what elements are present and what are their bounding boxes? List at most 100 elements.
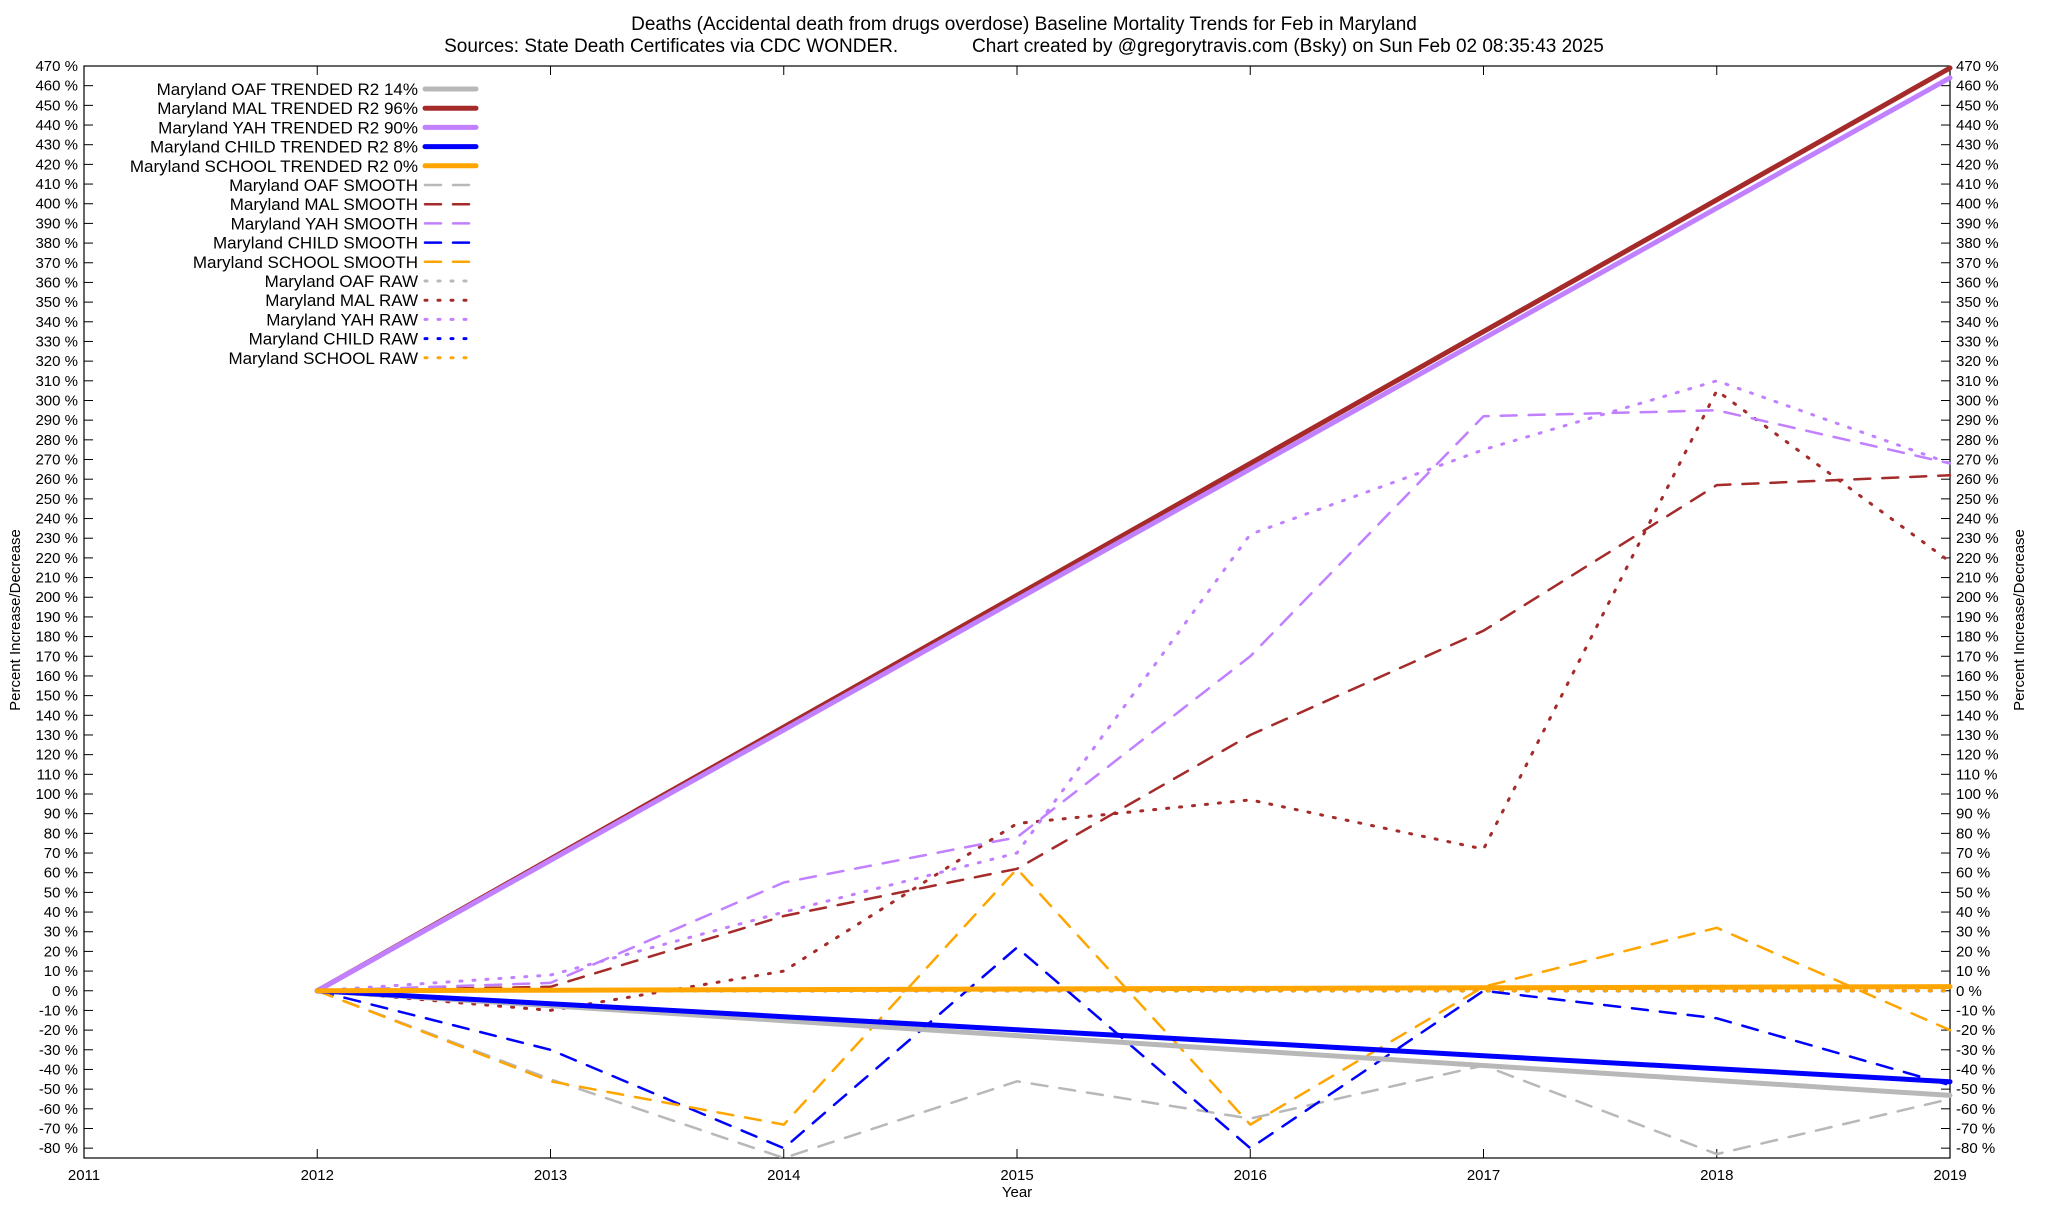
- y2-tick-label: 270 %: [1956, 452, 1999, 469]
- y-tick-label: 250 %: [35, 491, 78, 508]
- y-tick-label: 390 %: [35, 215, 78, 232]
- y2-tick-label: 210 %: [1956, 570, 1999, 587]
- y-tick-label: 150 %: [35, 688, 78, 705]
- y2-tick-label: -80 %: [1956, 1140, 1995, 1157]
- y-tick-label: 160 %: [35, 668, 78, 685]
- x-tick-label: 2012: [301, 1167, 334, 1184]
- y-tick-label: 20 %: [44, 943, 78, 960]
- y2-tick-label: 80 %: [1956, 825, 1990, 842]
- legend-label-6: Maryland MAL SMOOTH: [230, 195, 418, 214]
- x-tick-label: 2018: [1700, 1167, 1733, 1184]
- x-tick-label: 2016: [1234, 1167, 1267, 1184]
- y-tick-label: 220 %: [35, 550, 78, 567]
- y2-tick-label: 120 %: [1956, 747, 1999, 764]
- y2-tick-label: 150 %: [1956, 688, 1999, 705]
- y2-tick-label: 370 %: [1956, 255, 1999, 272]
- y-tick-label: 270 %: [35, 452, 78, 469]
- x-tick-label: 2017: [1467, 1167, 1500, 1184]
- y2-tick-label: 0 %: [1956, 983, 1982, 1000]
- y-tick-label: 50 %: [44, 884, 78, 901]
- x-tick-label: 2011: [68, 1167, 100, 1184]
- y-tick-label: 240 %: [35, 511, 78, 528]
- series-line-3: Maryland CHILD TRENDED R2 8%: [314, 988, 1953, 1085]
- y2-tick-label: -40 %: [1956, 1061, 1995, 1078]
- y2-axis-label: Percent Increase/Decrease: [2011, 529, 2028, 711]
- y2-tick-label: -50 %: [1956, 1081, 1995, 1098]
- x-tick-label: 2013: [534, 1167, 567, 1184]
- y2-tick-label: 240 %: [1956, 511, 1999, 528]
- y2-tick-label: 50 %: [1956, 884, 1990, 901]
- y-tick-label: 60 %: [44, 865, 78, 882]
- y2-tick-label: 10 %: [1956, 963, 1990, 980]
- series-line-9: Maryland SCHOOL SMOOTH: [316, 867, 1952, 1126]
- y2-tick-label: 350 %: [1956, 294, 1999, 311]
- y2-tick-label: 440 %: [1956, 117, 1999, 134]
- y2-tick-label: 160 %: [1956, 668, 1999, 685]
- series-line-11: Maryland MAL RAW: [315, 389, 1952, 1012]
- x-tick-label: 2014: [767, 1167, 800, 1184]
- y-tick-label: 310 %: [35, 373, 78, 390]
- y-tick-label: -70 %: [39, 1120, 78, 1137]
- series-line-6: Maryland MAL SMOOTH: [316, 474, 1952, 993]
- legend-label-8: Maryland CHILD SMOOTH: [213, 234, 418, 253]
- series-line-4: Maryland SCHOOL TRENDED R2 0%: [314, 984, 1953, 994]
- y-tick-label: 450 %: [35, 97, 78, 114]
- y2-tick-label: 380 %: [1956, 235, 1999, 252]
- legend-label-4: Maryland SCHOOL TRENDED R2 0%: [130, 157, 418, 176]
- y-tick-label: 210 %: [35, 570, 78, 587]
- y-tick-label: -10 %: [39, 1002, 78, 1019]
- y-tick-label: 200 %: [35, 589, 78, 606]
- y2-tick-label: 70 %: [1956, 845, 1990, 862]
- series-line-5: Maryland OAF SMOOTH: [316, 989, 1952, 1160]
- y2-tick-label: 280 %: [1956, 432, 1999, 449]
- y-tick-label: 80 %: [44, 825, 78, 842]
- y2-tick-label: 260 %: [1956, 471, 1999, 488]
- legend-label-2: Maryland YAH TRENDED R2 90%: [158, 118, 418, 137]
- y-tick-label: 0 %: [52, 983, 78, 1000]
- legend-label-7: Maryland YAH SMOOTH: [231, 214, 418, 233]
- y2-tick-label: 310 %: [1956, 373, 1999, 390]
- axis-ticks: 2011 2012 2013 2014 2015 2016 2017 2018 2019 -80 …: [35, 58, 1998, 1184]
- y2-tick-label: 390 %: [1956, 215, 1999, 232]
- y-tick-label: 370 %: [35, 255, 78, 272]
- y2-tick-label: -70 %: [1956, 1120, 1995, 1137]
- y2-tick-label: 130 %: [1956, 727, 1999, 744]
- y-tick-label: 120 %: [35, 747, 78, 764]
- y2-tick-label: 180 %: [1956, 629, 1999, 646]
- y2-tick-label: 400 %: [1956, 196, 1999, 213]
- legend-label-12: Maryland YAH RAW: [266, 310, 418, 329]
- y-tick-label: 140 %: [35, 707, 78, 724]
- legend: Maryland OAF TRENDED R2 14%Maryland MAL …: [130, 80, 479, 368]
- y2-tick-label: -60 %: [1956, 1101, 1995, 1118]
- y-tick-label: 290 %: [35, 412, 78, 429]
- y-tick-label: 30 %: [44, 924, 78, 941]
- series-line-2: Maryland YAH TRENDED R2 90%: [314, 75, 1953, 994]
- y2-tick-label: 460 %: [1956, 78, 1999, 95]
- y2-tick-label: 340 %: [1956, 314, 1999, 331]
- series-line-8: Maryland CHILD SMOOTH: [316, 946, 1952, 1150]
- y2-tick-label: 450 %: [1956, 97, 1999, 114]
- chart-subtitle: Sources: State Death Certificates via CD…: [444, 36, 1604, 57]
- y2-tick-label: 60 %: [1956, 865, 1990, 882]
- y-tick-label: 330 %: [35, 333, 78, 350]
- legend-label-1: Maryland MAL TRENDED R2 96%: [157, 99, 418, 118]
- y-axis-label: Percent Increase/Decrease: [7, 529, 24, 711]
- legend-label-14: Maryland SCHOOL RAW: [228, 349, 418, 368]
- y2-tick-label: 300 %: [1956, 392, 1999, 409]
- y-tick-label: 40 %: [44, 904, 78, 921]
- y-tick-label: -60 %: [39, 1101, 78, 1118]
- y-tick-label: 170 %: [35, 648, 78, 665]
- y2-tick-label: 200 %: [1956, 589, 1999, 606]
- y-tick-label: 280 %: [35, 432, 78, 449]
- y-tick-label: 100 %: [35, 786, 78, 803]
- y-tick-label: -20 %: [39, 1022, 78, 1039]
- y2-tick-label: 470 %: [1956, 58, 1999, 75]
- x-axis-label: Year: [1002, 1184, 1032, 1200]
- y-tick-label: 340 %: [35, 314, 78, 331]
- y-tick-label: 90 %: [44, 806, 78, 823]
- y2-tick-label: 140 %: [1956, 707, 1999, 724]
- y2-tick-label: 330 %: [1956, 333, 1999, 350]
